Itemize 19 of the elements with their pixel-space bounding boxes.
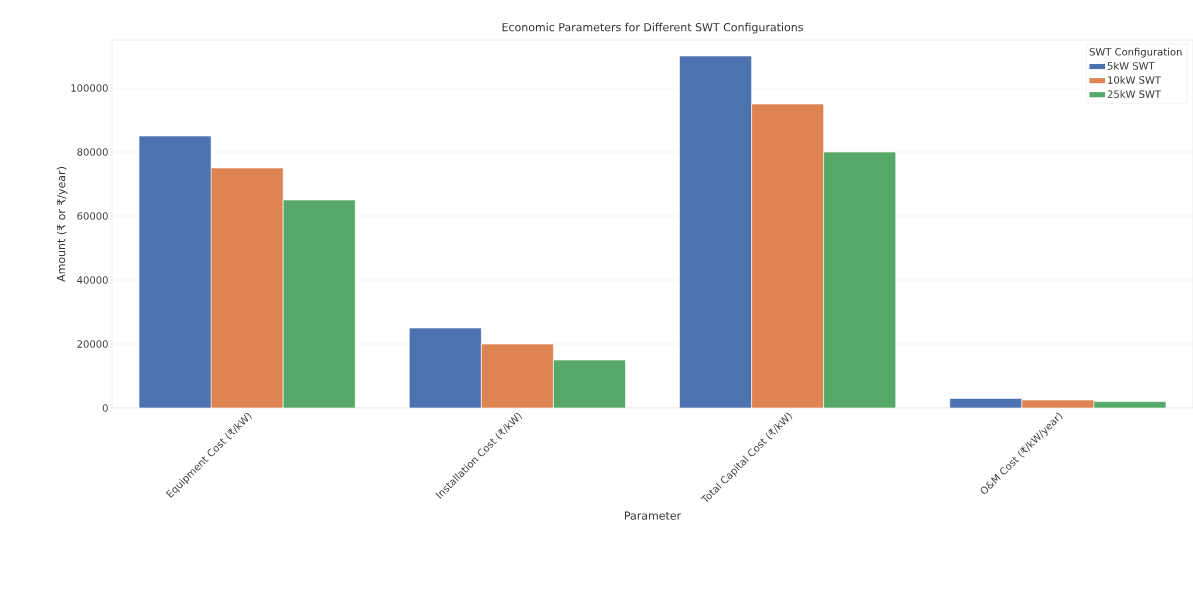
legend-title: SWT Configuration: [1089, 47, 1182, 58]
chart-title: Economic Parameters for Different SWT Configurations: [502, 22, 803, 34]
bar: [553, 359, 626, 408]
y-tick-label: 60000: [77, 212, 108, 220]
legend-label: 25kW SWT: [1107, 90, 1162, 98]
y-tick-label: 100000: [71, 84, 108, 92]
bar: [210, 167, 284, 408]
y-tick-label: 40000: [77, 276, 108, 284]
y-tick-label: 20000: [77, 340, 108, 348]
y-tick-label: 0: [102, 404, 108, 412]
y-tick-label: 80000: [77, 148, 108, 156]
bar: [823, 151, 897, 408]
legend-label: 5kW SWT: [1107, 61, 1155, 70]
legend-label: 10kW SWT: [1108, 76, 1162, 84]
bar: [282, 199, 356, 408]
bar: [481, 343, 554, 408]
bar: [751, 103, 824, 408]
y-axis-title: Amount (₹ or ₹/year): [56, 167, 68, 282]
x-axis-title: Parameter: [624, 511, 682, 520]
